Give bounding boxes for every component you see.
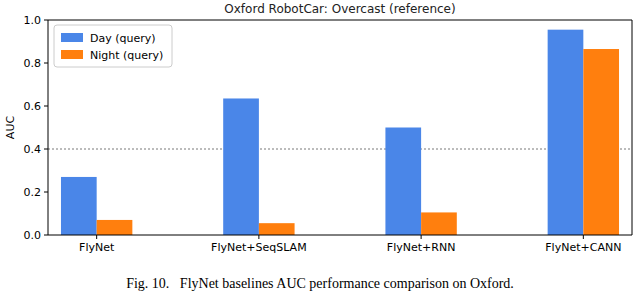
y-tick-label: 0.0 bbox=[24, 229, 42, 242]
x-tick bbox=[583, 235, 584, 239]
legend-label: Day (query) bbox=[90, 32, 156, 45]
y-tick-label: 0.6 bbox=[24, 100, 42, 113]
x-tick bbox=[258, 235, 259, 239]
y-tick bbox=[44, 235, 48, 236]
y-tick-label: 1.0 bbox=[24, 14, 42, 27]
x-tick bbox=[96, 235, 97, 239]
bar bbox=[583, 49, 619, 235]
bar bbox=[259, 223, 295, 235]
bar bbox=[61, 177, 97, 235]
bar bbox=[97, 220, 133, 235]
y-tick bbox=[44, 20, 48, 21]
y-tick bbox=[44, 63, 48, 64]
title: Oxford RobotCar: Overcast (reference) bbox=[224, 2, 455, 16]
bar bbox=[421, 212, 457, 235]
legend-swatch bbox=[61, 33, 83, 42]
y-tick bbox=[44, 149, 48, 150]
legend-label: Night (query) bbox=[90, 49, 163, 62]
x-axis bbox=[48, 235, 632, 236]
y-tick-label: 0.8 bbox=[24, 57, 42, 70]
reference-line bbox=[48, 149, 632, 150]
frame-top bbox=[48, 20, 632, 21]
y-tick bbox=[44, 106, 48, 107]
y-tick bbox=[44, 192, 48, 193]
x-tick-label: FlyNet+CANN bbox=[545, 241, 621, 254]
legend-swatch bbox=[61, 50, 83, 59]
bars bbox=[61, 30, 619, 235]
y-tick-label: 0.2 bbox=[24, 186, 42, 199]
bar bbox=[385, 128, 421, 236]
x-tick-label: FlyNet+SeqSLAM bbox=[211, 241, 307, 254]
y-axis bbox=[48, 20, 49, 235]
chart: Oxford RobotCar: Overcast (reference) 0.0… bbox=[0, 0, 640, 298]
bar bbox=[223, 98, 259, 235]
y-tick-label: 0.4 bbox=[24, 143, 42, 156]
legend-box bbox=[54, 25, 172, 67]
caption: Fig. 10. FlyNet baselines AUC performanc… bbox=[126, 276, 514, 291]
x-tick-label: FlyNet bbox=[79, 241, 115, 254]
x-tick bbox=[421, 235, 422, 239]
bar bbox=[548, 30, 584, 235]
y-axis-label: AUC bbox=[4, 116, 17, 140]
x-tick-label: FlyNet+RNN bbox=[387, 241, 456, 254]
frame-right bbox=[632, 20, 633, 235]
legend: Day (query) Night (query) bbox=[54, 25, 172, 67]
